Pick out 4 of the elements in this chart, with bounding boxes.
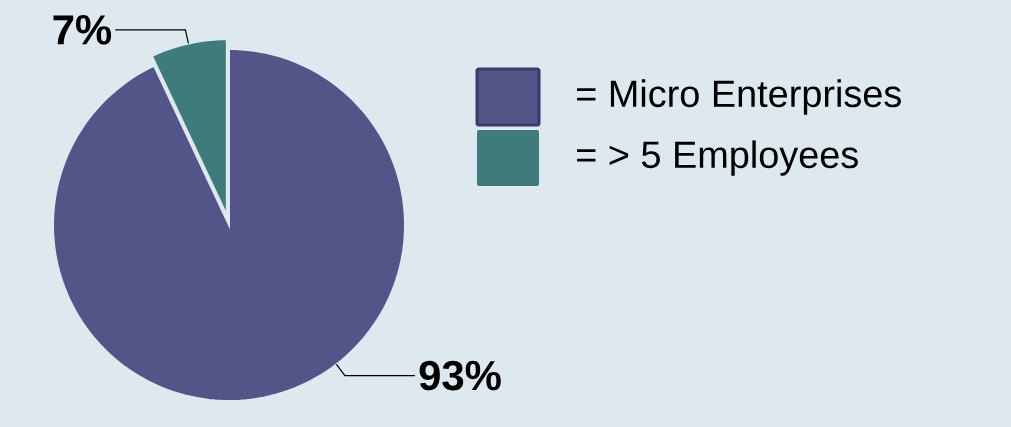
data-label: 7% (53, 15, 112, 45)
data-label: 93% (419, 360, 501, 391)
legend-label: = > 5 Employees (577, 140, 858, 176)
legend-label: = Micro Enterprises (577, 79, 901, 115)
